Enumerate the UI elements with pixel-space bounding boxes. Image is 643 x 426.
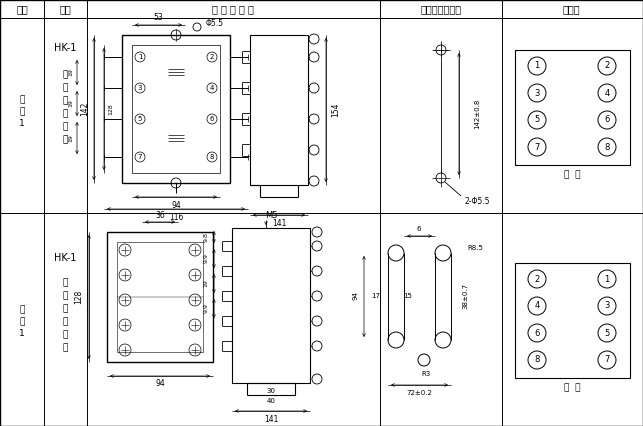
- Text: 图: 图: [19, 107, 24, 116]
- Text: 5: 5: [138, 116, 142, 122]
- Text: 1: 1: [534, 61, 539, 70]
- Text: 2: 2: [210, 54, 214, 60]
- Text: 1: 1: [19, 329, 25, 339]
- Text: 前: 前: [62, 109, 68, 118]
- Text: M5: M5: [265, 211, 277, 221]
- Text: 142: 142: [80, 102, 89, 116]
- Text: 5: 5: [534, 115, 539, 124]
- Text: 凸: 凸: [62, 70, 68, 80]
- Text: 3: 3: [604, 302, 610, 311]
- Text: 1: 1: [19, 120, 25, 129]
- Text: 142±0.8: 142±0.8: [474, 99, 480, 129]
- Text: 8: 8: [210, 154, 214, 160]
- Text: 94: 94: [155, 380, 165, 389]
- Text: 15: 15: [404, 293, 412, 299]
- Text: 141: 141: [264, 414, 278, 423]
- Text: 2: 2: [534, 274, 539, 283]
- Text: 8: 8: [534, 356, 539, 365]
- Text: 附: 附: [19, 95, 24, 104]
- Bar: [232, 228, 310, 383]
- Text: 6: 6: [210, 116, 214, 122]
- Text: 17: 17: [372, 293, 381, 299]
- Text: 图: 图: [19, 317, 24, 326]
- Text: 线: 线: [62, 343, 68, 352]
- Text: 3: 3: [138, 85, 142, 91]
- Text: 2: 2: [604, 61, 610, 70]
- Text: HK-1: HK-1: [54, 253, 76, 263]
- Bar: [250, 35, 308, 185]
- Text: 附: 附: [19, 305, 24, 314]
- Bar: [107, 232, 213, 362]
- Text: 端子图: 端子图: [562, 4, 580, 14]
- Text: 出: 出: [62, 291, 68, 300]
- Text: 94: 94: [353, 291, 359, 300]
- Text: 2-Φ5.5: 2-Φ5.5: [464, 196, 490, 205]
- Bar: [132, 45, 220, 173]
- Text: 8: 8: [604, 143, 610, 152]
- Text: 式: 式: [62, 305, 68, 314]
- Text: R8.5: R8.5: [467, 245, 483, 251]
- Text: R3: R3: [421, 371, 431, 377]
- Text: 线: 线: [62, 135, 68, 144]
- Text: 19: 19: [69, 134, 73, 142]
- Text: 4: 4: [210, 85, 214, 91]
- Text: 19: 19: [69, 99, 73, 107]
- Text: 外 形 尺 寸 图: 外 形 尺 寸 图: [212, 4, 254, 14]
- Text: 19: 19: [203, 279, 208, 287]
- Text: 结构: 结构: [59, 4, 71, 14]
- Text: 7: 7: [534, 143, 539, 152]
- Text: 9.9: 9.9: [203, 303, 208, 313]
- Text: 72±0.2: 72±0.2: [406, 390, 432, 396]
- Text: 19: 19: [69, 68, 73, 76]
- Text: HK-1: HK-1: [54, 43, 76, 53]
- Text: 5: 5: [604, 328, 610, 337]
- Text: 40: 40: [267, 398, 275, 404]
- Text: 接: 接: [62, 331, 68, 340]
- Text: 141: 141: [272, 219, 286, 227]
- Text: 94: 94: [171, 201, 181, 210]
- Text: 安装开孔尺寸图: 安装开孔尺寸图: [421, 4, 462, 14]
- Text: 154: 154: [332, 103, 341, 117]
- Text: 6: 6: [604, 115, 610, 124]
- Text: 36: 36: [155, 210, 165, 219]
- Text: Φ5.5: Φ5.5: [206, 20, 224, 29]
- Text: 1: 1: [138, 54, 142, 60]
- Text: 53: 53: [153, 14, 163, 23]
- Text: 6: 6: [417, 226, 421, 232]
- Text: 38±0.7: 38±0.7: [462, 283, 468, 309]
- Text: 128: 128: [75, 290, 84, 304]
- Text: 9.9: 9.9: [203, 253, 208, 263]
- Text: 式: 式: [62, 97, 68, 106]
- Text: 7: 7: [604, 356, 610, 365]
- Text: 3: 3: [534, 89, 539, 98]
- Bar: [117, 242, 203, 352]
- Text: 接: 接: [62, 123, 68, 132]
- Text: 4: 4: [604, 89, 610, 98]
- Text: 128: 128: [109, 103, 114, 115]
- Text: 9.8: 9.8: [203, 232, 208, 242]
- Text: 30: 30: [266, 388, 275, 394]
- Bar: [515, 263, 630, 378]
- Text: 7: 7: [138, 154, 142, 160]
- Text: 背  视: 背 视: [564, 383, 580, 392]
- Text: 出: 出: [62, 83, 68, 92]
- Bar: [515, 50, 630, 165]
- Text: 前  视: 前 视: [564, 170, 580, 179]
- Text: 6: 6: [534, 328, 539, 337]
- Bar: [122, 35, 230, 183]
- Text: 图号: 图号: [16, 4, 28, 14]
- Text: 后: 后: [62, 317, 68, 326]
- Text: 116: 116: [169, 213, 183, 222]
- Text: 1: 1: [604, 274, 610, 283]
- Text: 4: 4: [534, 302, 539, 311]
- Text: 凸: 凸: [62, 279, 68, 288]
